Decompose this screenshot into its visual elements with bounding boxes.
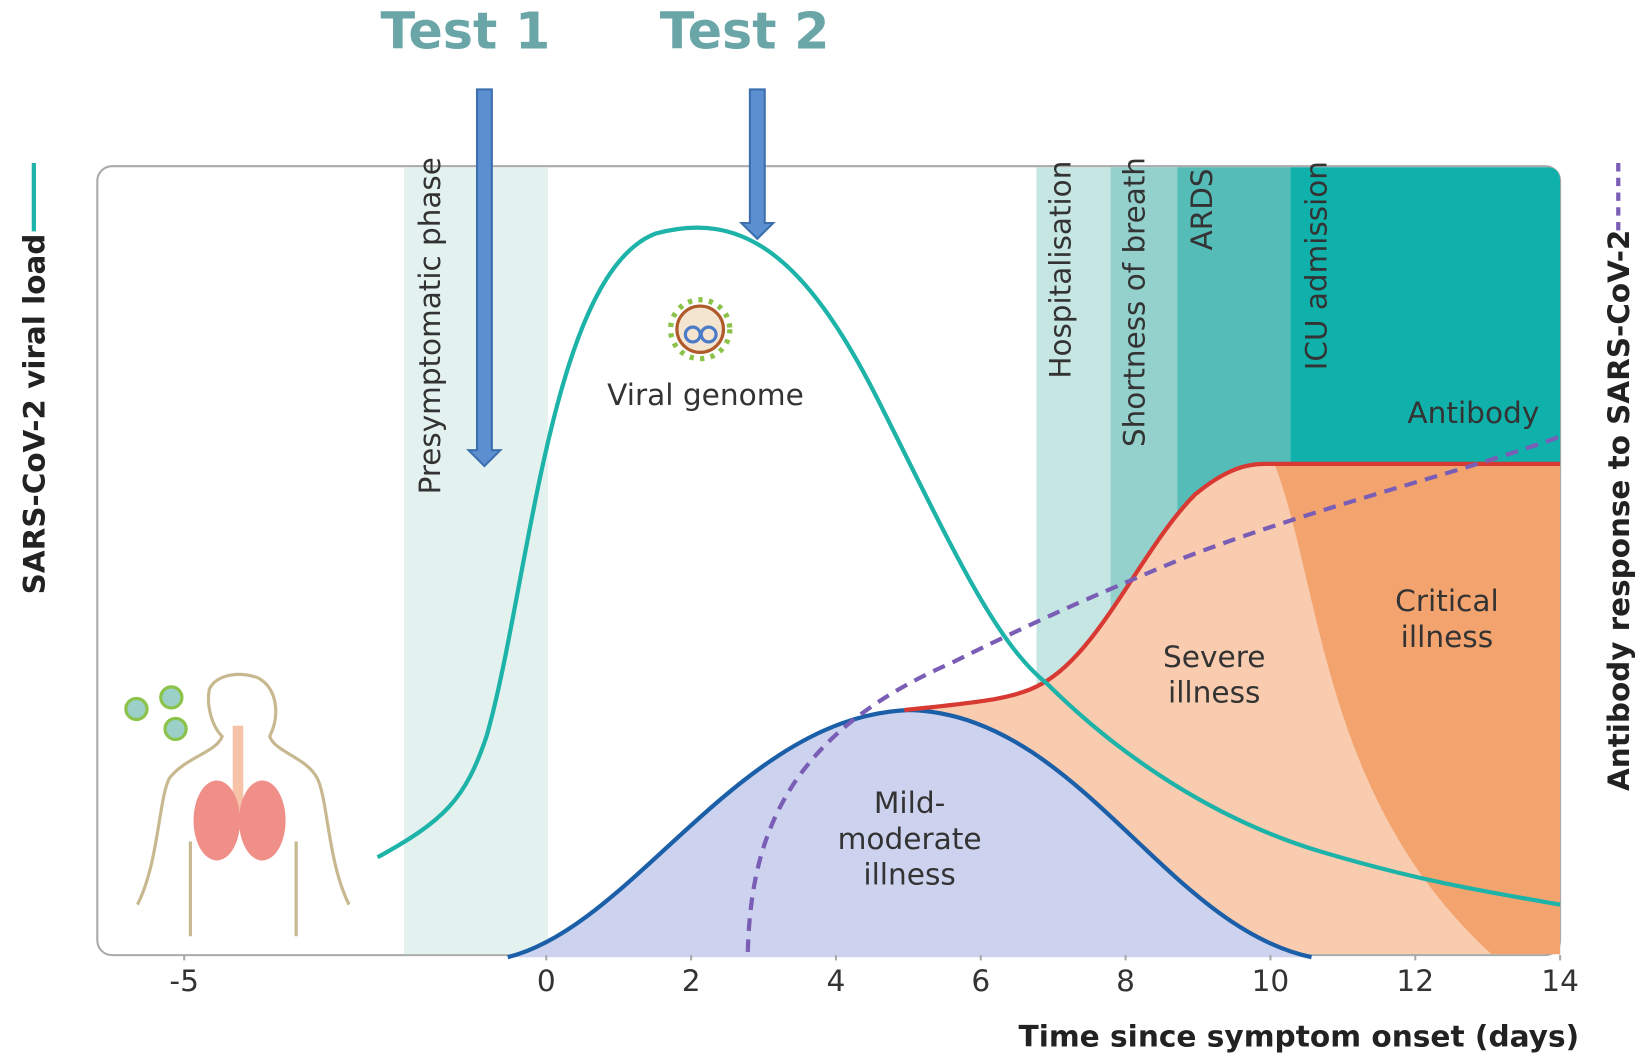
x-tick-label: 0: [537, 964, 556, 998]
x-tick-label: 10: [1252, 964, 1290, 998]
y-axis-label: SARS-CoV-2 viral load: [17, 234, 51, 595]
x-tick-label: 2: [682, 964, 701, 998]
mild-label: moderate: [838, 822, 982, 856]
mild-label: Mild-: [874, 786, 945, 820]
phase-label: ARDS: [1185, 168, 1219, 250]
virus-small: [163, 716, 188, 742]
viral-load-curve: [376, 225, 1561, 907]
virus-small: [159, 685, 184, 710]
mild-region: [507, 710, 1312, 958]
virus-icon: [667, 297, 733, 362]
critical-region: [1274, 463, 1561, 955]
phase-label: ICU admission: [1299, 161, 1333, 370]
critical-label: illness: [1401, 620, 1493, 654]
phase-label: Shortness of breath: [1117, 157, 1151, 447]
phase-label: Hospitalisation: [1043, 161, 1077, 379]
test-label: Test 1: [380, 2, 550, 61]
antibody-label: Antibody: [1407, 396, 1539, 430]
viral-genome-label: Viral genome: [607, 378, 804, 412]
critical-label: Critical: [1395, 584, 1499, 618]
person-icon: [136, 672, 351, 937]
lung-left: [193, 780, 241, 861]
severe-label: Severe: [1163, 640, 1265, 674]
y2-axis-label: Antibody response to SARS-CoV-2: [1602, 230, 1636, 791]
virus-small: [124, 696, 149, 722]
x-tick-label: 4: [827, 964, 846, 998]
lung-right: [239, 780, 286, 861]
antibody-curve: [745, 434, 1561, 953]
severity-curve: [904, 461, 1561, 713]
x-tick-label: 8: [1116, 964, 1135, 998]
x-tick-label: 14: [1541, 964, 1579, 998]
test-label: Test 2: [660, 2, 830, 61]
x-tick-label: -5: [169, 964, 199, 998]
mild-label: illness: [863, 858, 955, 892]
test-arrow: [466, 88, 503, 468]
test-arrow: [738, 88, 776, 241]
phase-label: Presymptomatic phase: [413, 157, 447, 494]
x-tick-label: 12: [1396, 964, 1434, 998]
severe-label: illness: [1168, 676, 1260, 710]
x-axis-label: Time since symptom onset (days): [1019, 1020, 1580, 1054]
x-tick-label: 6: [971, 964, 990, 998]
